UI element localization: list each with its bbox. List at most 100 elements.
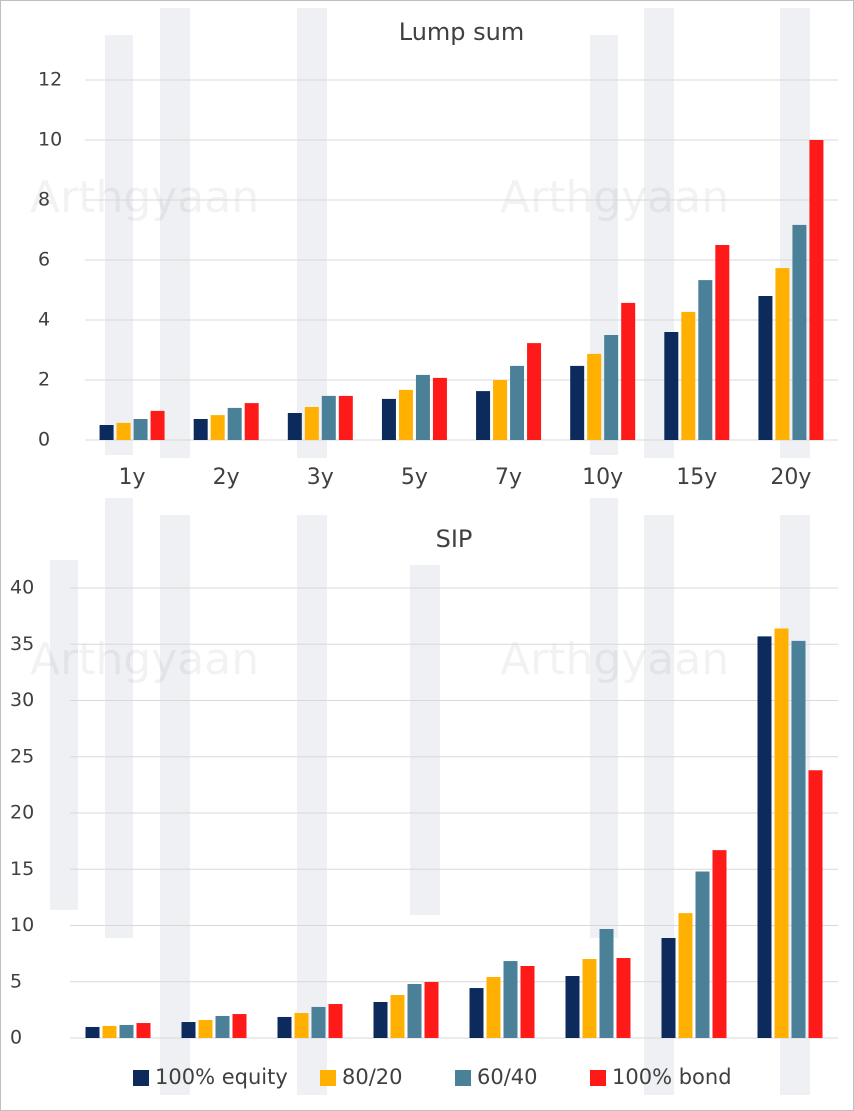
y-tick-label: 10 — [10, 914, 34, 936]
y-tick-label: 35 — [10, 633, 34, 655]
bar — [198, 1020, 213, 1038]
bar — [493, 380, 508, 440]
chart-title: SIP — [436, 525, 473, 553]
bar — [373, 1002, 388, 1038]
bar — [503, 961, 518, 1038]
bar — [599, 928, 614, 1038]
bar — [527, 343, 542, 440]
bar — [424, 981, 439, 1038]
bar — [136, 1023, 151, 1038]
bar — [712, 850, 727, 1038]
bar — [565, 976, 580, 1038]
x-tick-label: 5y — [401, 465, 428, 490]
bar — [774, 628, 789, 1038]
x-tick-label: 3y — [307, 465, 334, 490]
bar — [678, 913, 693, 1038]
watermark: Arthgyaan — [30, 634, 259, 685]
bar — [476, 391, 491, 440]
x-tick-label: 1y — [119, 465, 146, 490]
bar — [775, 268, 790, 440]
bar — [390, 995, 405, 1038]
bar — [85, 1026, 100, 1038]
bar — [587, 353, 602, 440]
bar — [809, 140, 824, 440]
bar — [99, 425, 114, 440]
bar — [232, 1014, 247, 1038]
watermark: Arthgyaan — [500, 634, 729, 685]
y-tick-label: 2 — [38, 369, 50, 391]
bar — [277, 1016, 292, 1038]
bar — [193, 419, 208, 440]
bar — [486, 977, 501, 1038]
x-tick-label: 20y — [770, 465, 811, 490]
bar — [407, 984, 422, 1038]
y-tick-label: 15 — [10, 858, 34, 880]
legend-label: 100% equity — [155, 1065, 288, 1089]
bar — [119, 1024, 134, 1038]
x-tick-label: 15y — [676, 465, 717, 490]
bar — [398, 389, 413, 440]
bar — [582, 959, 597, 1038]
bar — [244, 403, 259, 440]
bar — [150, 410, 165, 440]
bar — [792, 224, 807, 440]
bar — [304, 407, 319, 440]
bar — [432, 377, 447, 440]
bar — [321, 395, 336, 440]
bar — [287, 413, 302, 440]
legend-swatch — [320, 1070, 336, 1086]
bar — [791, 640, 806, 1038]
y-tick-label: 4 — [38, 309, 50, 331]
y-tick-label: 25 — [10, 745, 34, 767]
bar — [311, 1006, 326, 1038]
y-tick-label: 8 — [38, 189, 50, 211]
y-tick-label: 10 — [38, 129, 62, 151]
y-tick-label: 40 — [10, 577, 34, 599]
watermark: Arthgyaan — [500, 172, 729, 223]
bar — [758, 296, 773, 440]
bar — [661, 937, 676, 1038]
y-tick-label: 6 — [38, 249, 50, 271]
bar — [328, 1004, 343, 1038]
bar — [681, 311, 696, 440]
bar — [102, 1025, 117, 1038]
y-tick-label: 12 — [38, 69, 62, 91]
legend-swatch — [455, 1070, 471, 1086]
bar — [210, 415, 225, 440]
y-tick-label: 0 — [38, 429, 50, 451]
bar — [520, 966, 535, 1038]
legend-label: 80/20 — [342, 1065, 403, 1089]
y-tick-label: 30 — [10, 689, 34, 711]
bar — [695, 871, 710, 1038]
bar — [664, 332, 679, 440]
bar — [338, 395, 353, 440]
bar — [381, 398, 396, 440]
bar — [215, 1015, 230, 1038]
bar — [808, 770, 823, 1038]
y-tick-label: 5 — [10, 970, 22, 992]
watermark: Arthgyaan — [30, 172, 259, 223]
chart-title: Lump sum — [399, 18, 525, 46]
bar — [415, 374, 430, 440]
bar — [616, 958, 631, 1038]
legend-label: 60/40 — [477, 1065, 538, 1089]
x-tick-label: 10y — [582, 465, 623, 490]
bar — [510, 365, 525, 440]
bar — [116, 422, 131, 440]
bar — [133, 419, 148, 440]
bar — [715, 245, 730, 440]
legend-swatch — [590, 1070, 606, 1086]
bar — [227, 407, 242, 440]
bar — [621, 302, 636, 440]
legend-label: 100% bond — [612, 1065, 732, 1089]
bar — [757, 636, 772, 1038]
x-tick-label: 7y — [495, 465, 522, 490]
bar — [570, 365, 585, 440]
y-tick-label: 20 — [10, 802, 34, 824]
y-tick-label: 0 — [10, 1027, 22, 1049]
legend-swatch — [133, 1070, 149, 1086]
bar — [181, 1022, 196, 1038]
x-tick-label: 2y — [213, 465, 240, 490]
bar — [604, 335, 619, 440]
